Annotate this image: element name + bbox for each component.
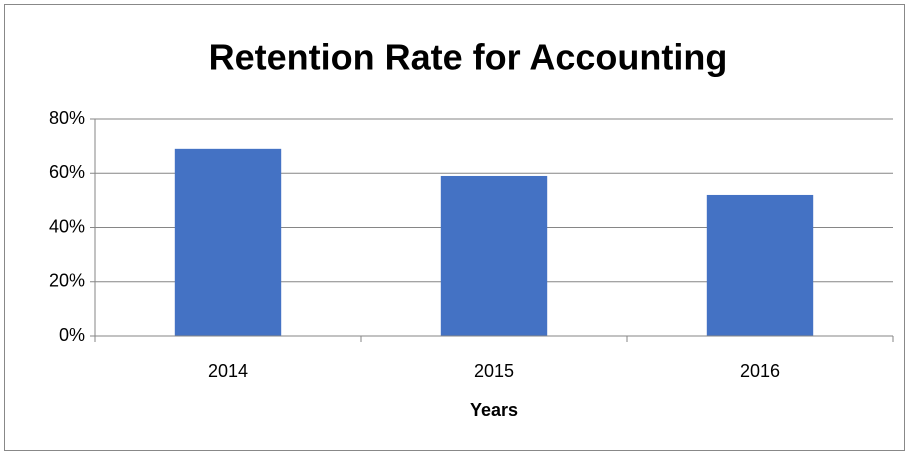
y-tick-label: 80% [49,108,85,128]
x-tick-label: 2014 [208,361,248,381]
y-tick-label: 0% [59,325,85,345]
x-tick-label: 2016 [740,361,780,381]
x-axis-label: Years [470,400,518,420]
bar [174,148,282,336]
x-tick-label: 2015 [474,361,514,381]
bar [440,175,548,336]
y-tick-label: 60% [49,162,85,182]
bar [706,194,814,336]
y-tick-label: 40% [49,216,85,236]
y-tick-label: 20% [49,271,85,291]
chart-title: Retention Rate for Accounting [209,37,728,78]
